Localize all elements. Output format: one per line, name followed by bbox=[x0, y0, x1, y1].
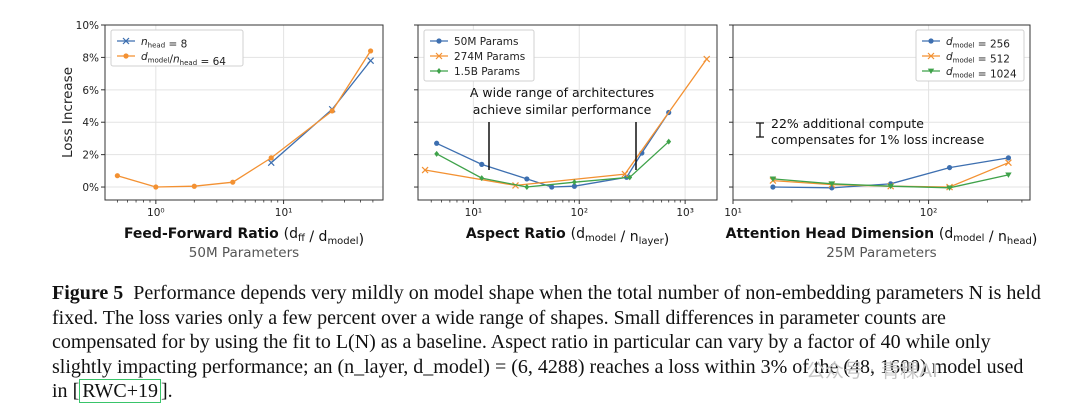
marker-point bbox=[268, 155, 274, 161]
legend-label: dmodel = 512 bbox=[946, 51, 1010, 66]
x-tick-label: 10⁰ bbox=[147, 207, 165, 219]
legend-label: dmodel/nhead = 64 bbox=[141, 51, 226, 68]
marker-point bbox=[1005, 155, 1012, 161]
legend-label: dmodel = 1024 bbox=[946, 66, 1017, 81]
marker-point bbox=[329, 108, 335, 114]
y-tick-label: 2% bbox=[82, 150, 99, 162]
series-line bbox=[436, 112, 670, 188]
marker-point bbox=[191, 183, 197, 189]
marker-point bbox=[572, 179, 577, 186]
panel-aspect-ratio: 10¹ 10² 10³ 50M Params 274M Params 1.5B Param… bbox=[414, 24, 718, 248]
series-d-model-1024 bbox=[769, 172, 1012, 191]
figure-charts: 10⁰ 10¹ 0% 2% 4% 6% 8% 10% Loss Increase nhead = … bbox=[60, 20, 1038, 261]
y-tick-label: 6% bbox=[82, 85, 99, 97]
panel-subtitle: 25M Parameters bbox=[826, 245, 936, 261]
x-tick-label: 10¹ bbox=[465, 207, 483, 219]
series-line bbox=[436, 141, 670, 188]
marker-point bbox=[434, 150, 440, 157]
series-1-5b-params bbox=[434, 138, 672, 191]
marker-point bbox=[436, 68, 442, 74]
marker-point bbox=[627, 174, 633, 181]
legend-box bbox=[110, 29, 244, 67]
marker-point bbox=[479, 161, 485, 167]
marker-point bbox=[479, 175, 485, 182]
marker-point bbox=[524, 184, 530, 191]
legend-label: 1.5B Params bbox=[454, 66, 520, 78]
citation-link[interactable]: RWC+19 bbox=[79, 379, 161, 403]
plot-frame bbox=[732, 24, 1031, 201]
marker-point bbox=[770, 184, 776, 190]
x-tick-label: 10² bbox=[570, 207, 588, 219]
marker-point bbox=[946, 164, 953, 171]
legend-box bbox=[423, 29, 535, 82]
marker-point bbox=[571, 183, 577, 189]
marker-point bbox=[928, 38, 934, 44]
marker-point bbox=[122, 37, 130, 45]
marker-point bbox=[435, 52, 443, 60]
annotation-text: 22% additional compute bbox=[771, 116, 924, 131]
x-tick-label: 10² bbox=[920, 207, 938, 219]
series-line bbox=[424, 58, 708, 187]
marker-point bbox=[421, 166, 429, 174]
marker-point bbox=[436, 38, 442, 44]
caption-end: . bbox=[167, 380, 173, 402]
marker-point bbox=[549, 184, 555, 190]
marker-point bbox=[927, 68, 935, 74]
y-tick-label: 8% bbox=[82, 52, 99, 64]
panel-subtitle: 50M Parameters bbox=[189, 245, 299, 261]
annotation-text: achieve similar performance bbox=[473, 102, 652, 117]
legend-label: dmodel = 256 bbox=[946, 36, 1010, 51]
plot-frame bbox=[104, 24, 384, 201]
legend-label: nhead = 8 bbox=[141, 36, 187, 51]
axis-title: Aspect Ratio (dmodel / nlayer) bbox=[466, 226, 669, 248]
marker-point bbox=[524, 176, 530, 182]
legend-label: 50M Params bbox=[454, 36, 519, 48]
legend-box bbox=[915, 29, 1025, 82]
axis-title: Attention Head Dimension (dmodel / nhead… bbox=[726, 226, 1038, 248]
series-line bbox=[270, 60, 372, 164]
figure-caption: Figure 5 Performance depends very mildly … bbox=[52, 282, 1041, 403]
x-tick-label: 10¹ bbox=[275, 207, 293, 219]
y-tick-label: 10% bbox=[76, 20, 99, 32]
marker-point bbox=[703, 55, 711, 63]
annotation-text: A wide range of architectures bbox=[470, 85, 654, 100]
marker-point bbox=[114, 173, 120, 179]
marker-point bbox=[1005, 159, 1012, 167]
y-tick-label: 0% bbox=[82, 182, 99, 194]
legend-label: 274M Params bbox=[454, 51, 525, 63]
marker-point bbox=[769, 176, 777, 182]
legend: 50M Params 274M Params 1.5B Params bbox=[423, 29, 535, 82]
caption-text: Performance depends very mildly on model… bbox=[52, 282, 1041, 402]
marker-point bbox=[1005, 172, 1012, 178]
y-axis-label: Loss Increase bbox=[60, 67, 76, 158]
marker-point bbox=[666, 138, 672, 145]
series-d-model-256 bbox=[770, 155, 1012, 191]
marker-point bbox=[887, 183, 894, 190]
marker-point bbox=[123, 53, 129, 59]
marker-point bbox=[927, 52, 935, 60]
marker-point bbox=[368, 48, 374, 54]
marker-point bbox=[828, 181, 836, 187]
figure-label: Figure 5 bbox=[52, 282, 124, 304]
marker-point bbox=[230, 179, 236, 185]
x-tick-label: 10³ bbox=[676, 207, 694, 219]
marker-point bbox=[367, 57, 375, 65]
marker-point bbox=[621, 170, 629, 178]
marker-point bbox=[434, 140, 440, 146]
annotation-marker bbox=[756, 122, 764, 138]
marker-point bbox=[153, 184, 159, 190]
x-tick-label: 10¹ bbox=[724, 207, 742, 219]
series-d-model-n-head-64 bbox=[114, 48, 374, 190]
plot-frame bbox=[417, 24, 718, 201]
y-tick-label: 4% bbox=[82, 117, 99, 129]
marker-point bbox=[267, 159, 275, 167]
axis-title: Feed-Forward Ratio (dff / dmodel) bbox=[124, 226, 364, 248]
marker-point bbox=[946, 185, 953, 191]
watermark: 公众号 · 青稞AI bbox=[806, 360, 938, 382]
annotation-text: compensates for 1% loss increase bbox=[771, 132, 985, 147]
panel-feed-forward-ratio: 10⁰ 10¹ 0% 2% 4% 6% 8% 10% Loss Increase nhead = … bbox=[60, 20, 384, 261]
